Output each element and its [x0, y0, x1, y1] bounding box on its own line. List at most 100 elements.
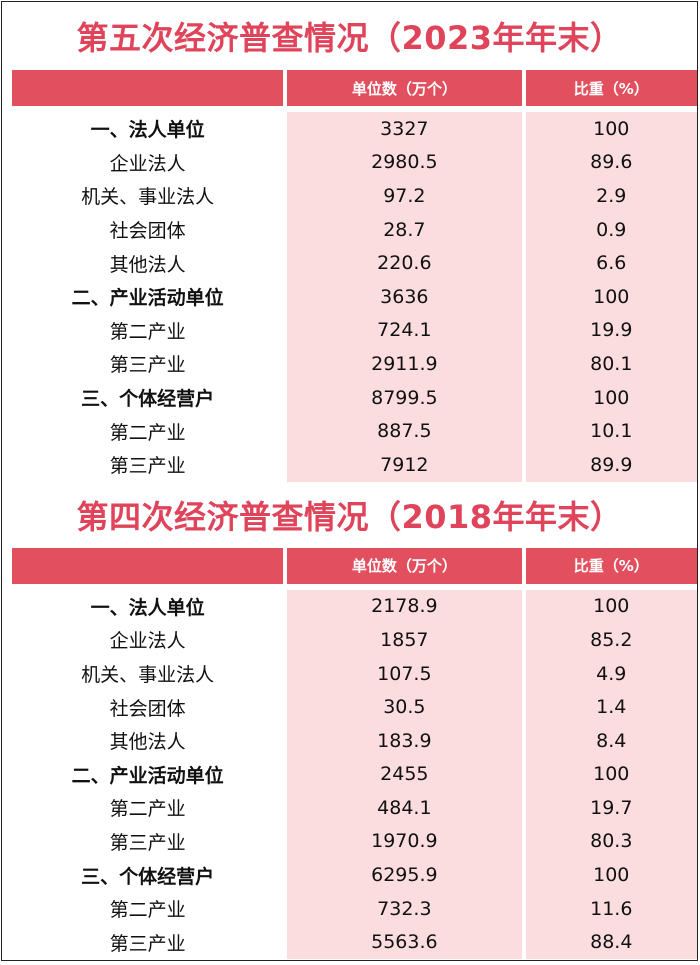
row-name: 二、产业活动单位 [71, 764, 224, 787]
share-percent: 0.9 [525, 212, 698, 247]
table-body: 一、法人单位 3327 100 企业法人 2980.5 89.6 机关、事业法人 97.2 2.… [2, 112, 698, 482]
share-percent: 1.4 [525, 690, 698, 724]
table-row: 机关、事业法人 97.2 2.9 [2, 179, 698, 213]
unit-count: 220.6 [287, 246, 522, 280]
section-title: 第四次经济普查情况（2018年年末） [76, 497, 623, 536]
table-row: 第三产业 7912 89.9 [2, 447, 698, 482]
share-percent: 11.6 [525, 891, 698, 926]
unit-count: 1970.9 [287, 824, 522, 859]
category-label: 第二产业 [12, 891, 284, 926]
category-heading: 一、法人单位 [12, 589, 284, 624]
table-row: 二、产业活动单位 3636 100 [2, 279, 698, 314]
row-name: 企业法人 [109, 152, 186, 175]
unit-count: 732.3 [287, 891, 522, 926]
unit-count: 28.7 [287, 212, 522, 247]
table-row: 二、产业活动单位 2455 100 [2, 757, 698, 792]
unit-count: 724.1 [287, 313, 522, 348]
table-row: 社会团体 28.7 0.9 [2, 212, 698, 247]
row-name: 二、产业活动单位 [71, 287, 224, 310]
row-name: 三、个体经营户 [81, 388, 215, 411]
unit-count: 97.2 [287, 179, 522, 213]
category-label: 第二产业 [12, 414, 284, 448]
table-row: 企业法人 2980.5 89.6 [2, 145, 698, 180]
unit-count: 7912 [287, 447, 522, 482]
category-label: 机关、事业法人 [12, 656, 284, 691]
table-row: 第三产业 1970.9 80.3 [2, 824, 698, 859]
unit-count: 2178.9 [287, 589, 522, 624]
share-percent: 89.6 [525, 145, 698, 180]
share-percent: 6.6 [525, 246, 698, 280]
share-percent: 89.9 [525, 447, 698, 482]
category-heading: 二、产业活动单位 [12, 279, 284, 314]
share-percent: 19.9 [525, 313, 698, 348]
share-percent: 100 [525, 279, 698, 314]
table-row: 社会团体 30.5 1.4 [2, 690, 698, 724]
category-label: 第二产业 [12, 791, 284, 825]
share-percent: 100 [525, 380, 698, 415]
category-label: 社会团体 [12, 212, 284, 247]
unit-count: 3636 [287, 279, 522, 314]
row-name: 企业法人 [109, 630, 186, 653]
category-label: 第二产业 [12, 313, 284, 348]
table-row: 第二产业 732.3 11.6 [2, 891, 698, 926]
category-label: 其他法人 [12, 246, 284, 280]
category-heading: 二、产业活动单位 [12, 757, 284, 792]
unit-count: 183.9 [287, 723, 522, 758]
census-section-2018: 第四次经济普查情况（2018年年末） 单位数（万个） 比重（%） 一、法人单位 2… [2, 482, 698, 960]
section-title: 第五次经济普查情况（2023年年末） [76, 19, 623, 57]
unit-count: 5563.6 [287, 925, 522, 960]
unit-count: 3327 [287, 112, 522, 146]
row-name: 第二产业 [109, 421, 186, 444]
header-category [12, 547, 284, 584]
share-percent: 4.9 [525, 656, 698, 691]
share-percent: 19.7 [525, 791, 698, 825]
table-row: 三、个体经营户 8799.5 100 [2, 380, 698, 415]
row-name: 其他法人 [109, 253, 186, 276]
unit-count: 6295.9 [287, 858, 522, 892]
category-heading: 一、法人单位 [12, 112, 284, 146]
share-percent: 2.9 [525, 179, 698, 213]
unit-count: 8799.5 [287, 380, 522, 415]
table-row: 其他法人 220.6 6.6 [2, 246, 698, 280]
unit-count: 887.5 [287, 414, 522, 448]
header-count: 单位数（万个） [287, 70, 522, 106]
row-name: 一、法人单位 [90, 596, 205, 619]
row-name: 机关、事业法人 [81, 664, 215, 687]
category-label: 社会团体 [12, 690, 284, 724]
row-name: 机关、事业法人 [81, 186, 215, 209]
row-name: 三、个体经营户 [81, 865, 215, 888]
row-name: 一、法人单位 [90, 119, 205, 142]
row-name: 第三产业 [109, 455, 186, 478]
category-heading: 三、个体经营户 [12, 380, 284, 415]
category-label: 第三产业 [12, 925, 284, 960]
row-name: 社会团体 [109, 697, 186, 720]
unit-count: 484.1 [287, 791, 522, 825]
share-percent: 100 [525, 757, 698, 792]
share-percent: 100 [525, 112, 698, 146]
header-count: 单位数（万个） [287, 547, 522, 584]
header-share: 比重（%） [525, 70, 698, 106]
unit-count: 107.5 [287, 656, 522, 691]
table-header: 单位数（万个） 比重（%） [2, 70, 698, 106]
unit-count: 1857 [287, 623, 522, 657]
share-percent: 100 [525, 589, 698, 624]
row-name: 第三产业 [109, 932, 186, 955]
unit-count: 2980.5 [287, 145, 522, 180]
header-share: 比重（%） [525, 547, 698, 584]
table-row: 机关、事业法人 107.5 4.9 [2, 656, 698, 691]
table-body: 一、法人单位 2178.9 100 企业法人 1857 85.2 机关、事业法人 107.5 4… [2, 589, 698, 960]
table-row: 一、法人单位 3327 100 [2, 112, 698, 146]
share-percent: 85.2 [525, 623, 698, 657]
row-name: 社会团体 [109, 220, 186, 243]
table-row: 第二产业 484.1 19.7 [2, 791, 698, 825]
share-percent: 80.1 [525, 347, 698, 381]
share-percent: 100 [525, 858, 698, 892]
row-name: 第二产业 [109, 798, 186, 821]
category-label: 机关、事业法人 [12, 179, 284, 213]
unit-count: 2911.9 [287, 347, 522, 381]
table-row: 企业法人 1857 85.2 [2, 623, 698, 657]
row-name: 第三产业 [109, 354, 186, 377]
table-row: 第三产业 5563.6 88.4 [2, 925, 698, 960]
category-label: 第三产业 [12, 824, 284, 859]
